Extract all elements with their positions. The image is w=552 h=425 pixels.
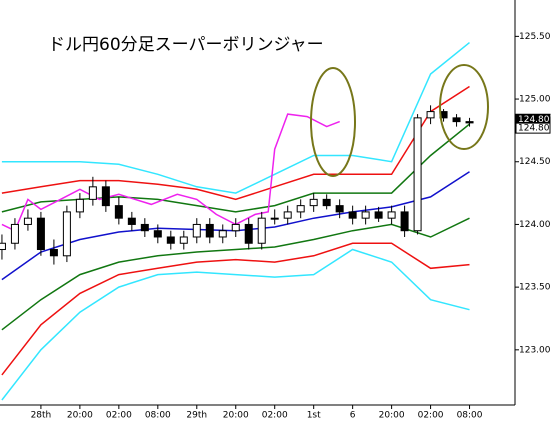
y-tick-label: 124.00: [519, 220, 551, 230]
candle-body: [114, 205, 123, 219]
candle-body: [10, 223, 19, 244]
candle-body: [127, 217, 136, 225]
candle-body: [413, 117, 422, 232]
candle-body: [296, 205, 305, 213]
candle-body: [153, 230, 162, 238]
candle-body: [361, 211, 370, 219]
candle-body: [23, 217, 32, 225]
candle-body: [270, 217, 279, 220]
candle-body: [205, 223, 214, 238]
candle-body: [218, 230, 227, 238]
y-tick-label: 125.50: [519, 32, 551, 42]
plot-area: [0, 42, 474, 401]
band-line: [1, 42, 470, 194]
band-line: [1, 85, 470, 201]
candle-body: [179, 236, 188, 244]
x-tick-label: 08:00: [457, 411, 483, 421]
highlight-ellipse: [310, 67, 356, 177]
candle-body: [374, 211, 383, 219]
candle-body: [192, 223, 201, 238]
price-tag-label: 124.80: [518, 124, 550, 134]
candle-body: [322, 198, 331, 207]
candle-body: [140, 223, 149, 232]
highlight-ellipse: [439, 64, 489, 150]
band-line: [1, 248, 470, 401]
price-tag-box: [515, 122, 551, 134]
candle-body: [257, 217, 266, 244]
x-tick-label: 6: [350, 411, 356, 421]
x-tick-label: 08:00: [145, 411, 171, 421]
x-tick-label: 20:00: [67, 411, 93, 421]
candle-body: [452, 117, 461, 123]
candle-body: [49, 249, 58, 257]
candle-body: [283, 211, 292, 219]
x-tick-label: 29th: [186, 411, 207, 421]
y-tick-label: 124.50: [519, 157, 551, 167]
x-tick-label: 1st: [307, 411, 321, 421]
candle-body: [75, 198, 84, 213]
x-tick-label: 20:00: [223, 411, 249, 421]
candle-body: [426, 111, 435, 119]
candle-body: [231, 223, 240, 232]
candle-body: [36, 217, 45, 251]
candle-body: [244, 223, 253, 244]
band-line: [1, 113, 340, 232]
candle-body: [309, 198, 318, 207]
y-tick-label: 123.00: [519, 345, 551, 355]
candle-body: [400, 211, 409, 232]
candle-body: [348, 211, 357, 219]
candle-body: [465, 121, 474, 124]
candle-body: [387, 211, 396, 219]
x-tick-label: 20:00: [379, 411, 405, 421]
x-tick-label: 02:00: [106, 411, 132, 421]
candle-body: [0, 242, 6, 251]
y-tick-label: 125.00: [519, 95, 551, 105]
price-tag-label: 124.807: [518, 115, 552, 125]
candle-body: [166, 236, 175, 244]
x-tick-label: 28th: [31, 411, 52, 421]
x-tick-label: 02:00: [262, 411, 288, 421]
chart-title: ドル円60分足スーパーボリンジャー: [48, 35, 324, 55]
candle-body: [88, 186, 97, 200]
candle-body: [335, 205, 344, 213]
x-tick-label: 02:00: [418, 411, 444, 421]
candle-body: [62, 211, 71, 257]
y-tick-label: 123.50: [519, 283, 551, 293]
band-line: [1, 242, 470, 376]
candle-body: [101, 186, 110, 207]
